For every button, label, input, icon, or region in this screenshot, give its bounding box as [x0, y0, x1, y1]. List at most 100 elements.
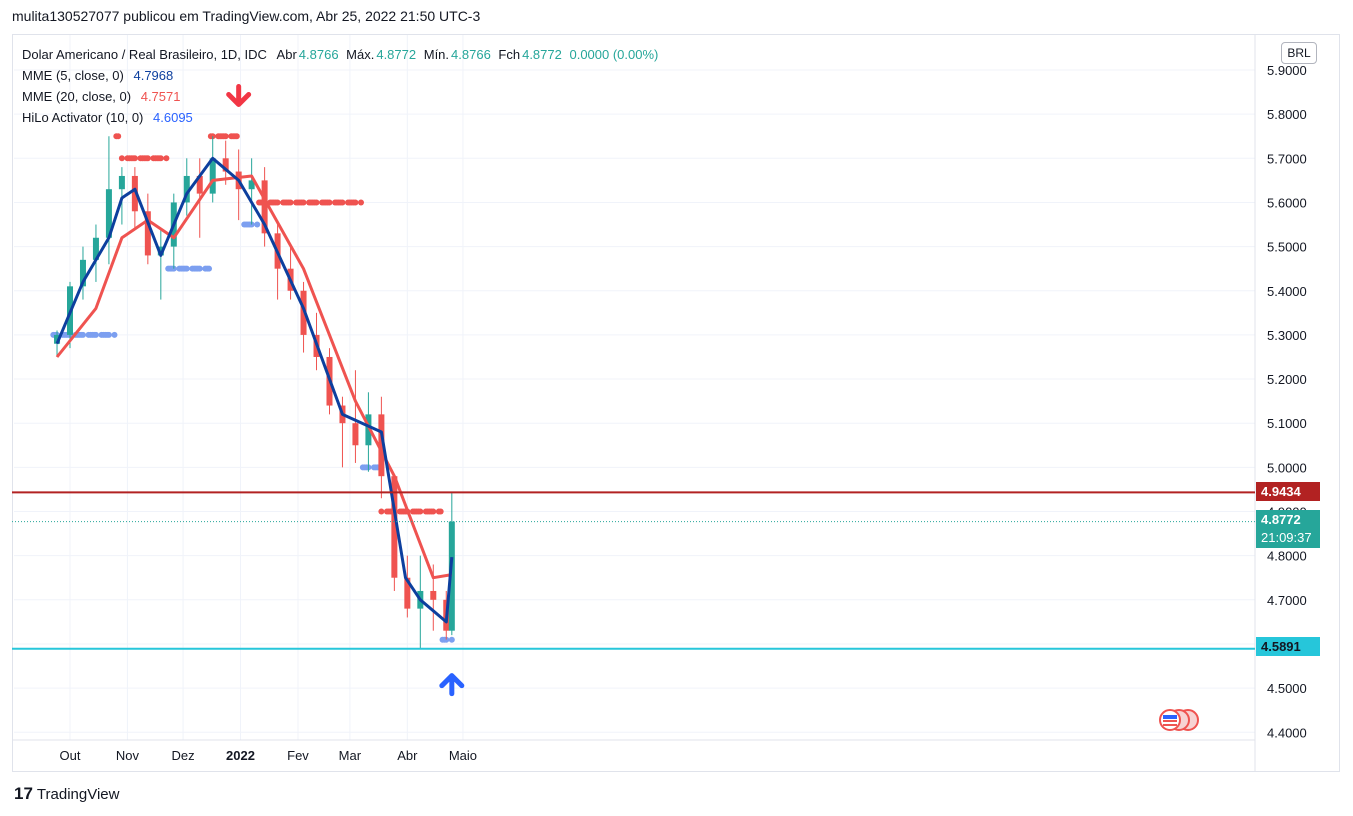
x-tick-label: 2022 — [226, 748, 255, 763]
change-value: 0.0000 (0.00%) — [569, 47, 659, 62]
hilo-dot — [111, 331, 118, 338]
brand-name: TradingView — [36, 786, 120, 803]
x-tick-label: Maio — [449, 748, 477, 763]
hilo-dot — [326, 199, 333, 206]
legend-ema20-row[interactable]: MME (20, close, 0) 4.7571 — [22, 86, 658, 107]
y-tick-label: 5.3000 — [1267, 328, 1307, 343]
hilo-dot — [222, 133, 229, 140]
hilo-dot — [115, 133, 122, 140]
candle-body — [430, 590, 437, 600]
hilo-dot — [287, 199, 294, 206]
chart-frame — [12, 34, 1340, 772]
bar-countdown: 21:09:37 — [1261, 530, 1312, 545]
arrow-up-icon — [439, 673, 465, 697]
candle-body — [144, 211, 151, 256]
x-tick-label: Abr — [397, 748, 418, 763]
y-tick-label: 5.5000 — [1267, 240, 1307, 255]
candle-body — [209, 158, 216, 194]
hilo-dot — [430, 508, 437, 515]
y-tick-label: 5.6000 — [1267, 195, 1307, 210]
symbol-title[interactable]: Dolar Americano / Real Brasileiro, 1D, I… — [22, 47, 267, 62]
hilo-dot — [352, 199, 359, 206]
x-tick-label: Nov — [116, 748, 140, 763]
hilo-dot — [196, 265, 203, 272]
hilo-dot — [300, 199, 307, 206]
y-tick-label: 4.5000 — [1267, 681, 1307, 696]
currency-button[interactable]: BRL — [1281, 42, 1317, 64]
open-label: Abr — [276, 47, 297, 62]
low-label: Mín. — [423, 47, 450, 62]
x-tick-label: Mar — [339, 748, 362, 763]
y-tick-label: 5.0000 — [1267, 460, 1307, 475]
x-tick-label: Out — [60, 748, 81, 763]
candle-body — [183, 175, 190, 203]
ema5-line — [55, 156, 454, 624]
high-value: 4.8772 — [376, 47, 417, 62]
flag-icon — [1163, 724, 1177, 726]
flag-icon — [1163, 720, 1177, 722]
flag-icon — [1163, 715, 1177, 719]
y-tick-label: 5.8000 — [1267, 107, 1307, 122]
candle-body — [222, 158, 229, 172]
candle-body — [157, 246, 164, 256]
hilo-dot — [357, 199, 364, 206]
hilo-dot — [105, 331, 112, 338]
footer-brand[interactable]: 17 TradingView — [14, 784, 119, 804]
hilo-dot — [206, 265, 213, 272]
candle-body — [378, 414, 385, 477]
y-tick-label: 4.4000 — [1267, 725, 1307, 740]
hilo-value: 4.6095 — [153, 110, 193, 125]
hilo-dot — [157, 155, 164, 162]
candle-body — [261, 180, 268, 234]
hilo-dot — [183, 265, 190, 272]
close-label: Fch — [498, 47, 521, 62]
candle-body — [118, 175, 125, 190]
chart-legend: Dolar Americano / Real Brasileiro, 1D, I… — [22, 44, 658, 128]
close-value: 4.8772 — [522, 47, 562, 62]
resistance-price-tag: 4.9434 — [1256, 482, 1320, 501]
hilo-dot — [417, 508, 424, 515]
ema20-value: 4.7571 — [140, 89, 181, 104]
last-price-value: 4.8772 — [1261, 512, 1301, 527]
high-label: Máx. — [346, 47, 375, 62]
candle-body — [352, 423, 359, 446]
hilo-dot — [79, 331, 86, 338]
y-tick-label: 4.7000 — [1267, 593, 1307, 608]
hilo-dot — [92, 331, 99, 338]
publisher-line: mulita130527077 publicou em TradingView.… — [12, 8, 481, 24]
hilo-dot — [274, 199, 281, 206]
hilo-dot — [443, 636, 450, 643]
y-tick-label: 5.9000 — [1267, 63, 1307, 78]
last-price-tag: 4.8772 21:09:37 — [1256, 510, 1320, 548]
legend-hilo-row[interactable]: HiLo Activator (10, 0) 4.6095 — [22, 107, 658, 128]
candle-body — [79, 259, 86, 287]
candle-body — [92, 237, 99, 260]
y-tick-label: 5.7000 — [1267, 151, 1307, 166]
y-tick-label: 5.4000 — [1267, 284, 1307, 299]
hilo-dot — [313, 199, 320, 206]
candle-body — [196, 175, 203, 194]
legend-symbol-row: Dolar Americano / Real Brasileiro, 1D, I… — [22, 44, 658, 65]
hilo-dot — [448, 636, 455, 643]
open-value: 4.8766 — [298, 47, 339, 62]
legend-ema5-row[interactable]: MME (5, close, 0) 4.7968 — [22, 65, 658, 86]
candle-body — [131, 175, 138, 212]
support-price-tag: 4.5891 — [1256, 637, 1320, 656]
ema5-value: 4.7968 — [133, 68, 174, 83]
x-tick-label: Fev — [287, 748, 309, 763]
y-tick-label: 5.2000 — [1267, 372, 1307, 387]
ema5-label: MME (5, close, 0) — [22, 68, 124, 83]
hilo-dot — [254, 221, 261, 228]
y-tick-label: 4.8000 — [1267, 549, 1307, 564]
hilo-dot — [233, 133, 240, 140]
arrow-down-icon — [226, 83, 252, 107]
hilo-dot — [131, 155, 138, 162]
hilo-dot — [163, 155, 170, 162]
hilo-dot — [378, 508, 385, 515]
candle-body — [248, 180, 255, 190]
hilo-dot — [144, 155, 151, 162]
ema20-label: MME (20, close, 0) — [22, 89, 132, 104]
candle-body — [365, 414, 372, 446]
candle-body — [54, 334, 61, 344]
